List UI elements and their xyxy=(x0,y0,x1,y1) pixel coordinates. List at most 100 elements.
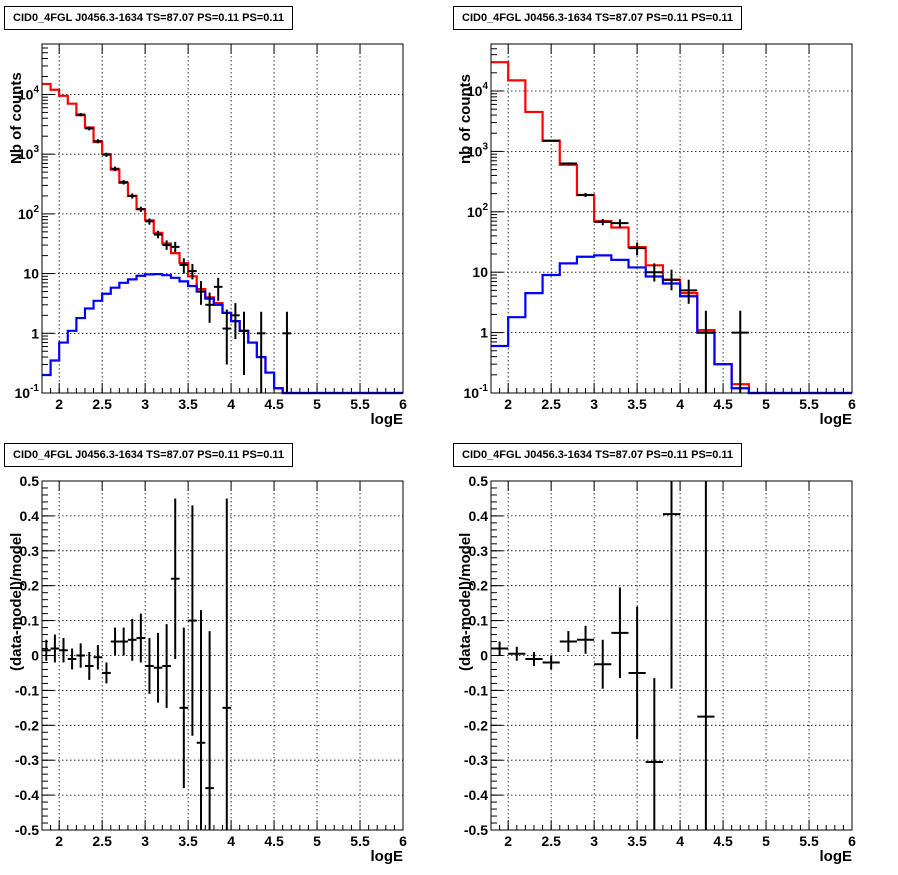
x-tick-label: 2 xyxy=(504,833,512,849)
y-tick-label: 0.2 xyxy=(20,578,40,594)
grid xyxy=(42,481,403,830)
plot-frame xyxy=(490,480,853,831)
x-tick-label: 3 xyxy=(141,833,149,849)
y-tick-label: -0.1 xyxy=(15,682,39,698)
x-tick-label: 3.5 xyxy=(627,833,647,849)
x-tick-label: 2.5 xyxy=(541,833,561,849)
y-tick-label: -0.3 xyxy=(15,752,39,768)
model-total-line xyxy=(491,61,852,395)
x-tick-label: 4 xyxy=(227,396,235,412)
x-tick-label: 2.5 xyxy=(541,396,561,412)
y-tick-label: 0.3 xyxy=(469,543,489,559)
y-axis-label: (data-model)/model xyxy=(8,532,25,671)
y-tick-label: 104 xyxy=(467,81,489,99)
y-axis-label: (data-model)/model xyxy=(457,532,474,671)
y-tick-label: -0.5 xyxy=(15,822,39,838)
y-tick-label: -0.3 xyxy=(464,752,488,768)
y-tick-label: 1 xyxy=(31,325,39,341)
chart-title: CID0_4FGL J0456.3-1634 TS=87.07 PS=0.11 … xyxy=(4,443,294,467)
y-tick-label: -0.1 xyxy=(464,682,488,698)
y-tick-label: -0.4 xyxy=(15,787,39,803)
y-tick-label: -0.2 xyxy=(15,717,39,733)
chart-panel-bottom-left: CID0_4FGL J0456.3-1634 TS=87.07 PS=0.11 … xyxy=(0,437,449,874)
x-tick-label: 3.5 xyxy=(178,833,198,849)
x-tick-label: 4 xyxy=(676,396,684,412)
model-total-line xyxy=(42,82,403,395)
plot-svg: 2 2.5 3 3.5 4 4.5 5 5.5 6 10-1 1 10 102 103 104 xyxy=(464,43,856,412)
y-tick-label: 0.5 xyxy=(469,473,489,489)
x-tick-label: 4.5 xyxy=(713,396,733,412)
x-axis-label: logE xyxy=(819,411,853,428)
x-tick-label: 5 xyxy=(313,396,321,412)
y-tick-label: 0.2 xyxy=(469,578,489,594)
y-tick-label: 1 xyxy=(480,325,488,341)
x-tick-label: 4 xyxy=(676,833,684,849)
data-points xyxy=(76,112,292,393)
plot-frame xyxy=(41,480,404,831)
y-tick-label: 0.1 xyxy=(20,613,40,629)
data-points xyxy=(542,139,749,393)
y-tick-label: 0.4 xyxy=(469,508,489,524)
plot-svg: 2 2.5 3 3.5 4 4.5 5 5.5 6 -0.5 -0.4 -0.3 -0.2 -0.1 0 0.… xyxy=(464,473,856,849)
x-tick-label: 5.5 xyxy=(350,833,370,849)
chart-panel-top-right: CID0_4FGL J0456.3-1634 TS=87.07 PS=0.11 … xyxy=(449,0,898,437)
x-tick-label: 5 xyxy=(313,833,321,849)
plot-svg: 2 2.5 3 3.5 4 4.5 5 5.5 6 10-1 1 10 102 103 104 xyxy=(15,43,407,412)
x-tick-label: 3.5 xyxy=(178,396,198,412)
plot-frame xyxy=(41,43,404,394)
y-tick-label: 10 xyxy=(472,264,488,280)
x-tick-label: 3 xyxy=(141,396,149,412)
grid xyxy=(491,44,852,393)
y-tick-label: 0 xyxy=(31,648,39,664)
y-tick-label: -0.5 xyxy=(464,822,488,838)
x-tick-label: 6 xyxy=(848,396,856,412)
plot-frame xyxy=(490,43,853,394)
x-axis-label: logE xyxy=(370,411,404,428)
x-tick-label: 5.5 xyxy=(799,833,819,849)
y-tick-label: -0.2 xyxy=(464,717,488,733)
x-tick-label: 4.5 xyxy=(264,396,284,412)
y-tick-label: 102 xyxy=(467,202,489,220)
x-tick-label: 6 xyxy=(399,833,407,849)
residual-points xyxy=(491,481,715,830)
y-tick-label: 103 xyxy=(18,144,40,162)
x-tick-label: 5 xyxy=(762,396,770,412)
y-tick-label: 104 xyxy=(18,84,40,102)
x-tick-label: 6 xyxy=(848,833,856,849)
x-tick-label: 5.5 xyxy=(799,396,819,412)
y-axis-label: Nb of counts xyxy=(8,72,25,164)
x-tick-label: 2.5 xyxy=(92,396,112,412)
x-tick-label: 5.5 xyxy=(350,396,370,412)
y-tick-label: 0 xyxy=(480,648,488,664)
y-tick-label: 0.3 xyxy=(20,543,40,559)
y-tick-label: 103 xyxy=(467,141,489,159)
y-tick-label: 10 xyxy=(23,266,39,282)
x-tick-label: 3 xyxy=(590,833,598,849)
x-tick-label: 4.5 xyxy=(713,833,733,849)
y-tick-label: 0.5 xyxy=(20,473,40,489)
x-tick-label: 4 xyxy=(227,833,235,849)
y-axis-label: nb of counts xyxy=(457,74,474,164)
residual-points xyxy=(42,498,232,830)
x-tick-label: 2 xyxy=(504,396,512,412)
y-tick-label: 10-1 xyxy=(464,383,489,401)
chart-title: CID0_4FGL J0456.3-1634 TS=87.07 PS=0.11 … xyxy=(4,6,294,30)
x-tick-label: 3.5 xyxy=(627,396,647,412)
y-tick-label: 0.4 xyxy=(20,508,40,524)
y-tick-label: 10-1 xyxy=(15,383,40,401)
chart-title: CID0_4FGL J0456.3-1634 TS=87.07 PS=0.11 … xyxy=(453,443,743,467)
x-tick-label: 2.5 xyxy=(92,833,112,849)
chart-panel-top-left: CID0_4FGL J0456.3-1634 TS=87.07 PS=0.11 … xyxy=(0,0,449,437)
x-tick-label: 6 xyxy=(399,396,407,412)
x-tick-label: 2 xyxy=(55,833,63,849)
y-tick-label: 0.1 xyxy=(469,613,489,629)
y-tick-label: 102 xyxy=(18,204,40,222)
plot-svg: 2 2.5 3 3.5 4 4.5 5 5.5 6 -0.5 -0.4 -0.3 -0.2 -0.1 0 0.… xyxy=(15,473,407,849)
x-tick-label: 5 xyxy=(762,833,770,849)
x-axis-label: logE xyxy=(819,848,853,865)
x-axis-label: logE xyxy=(370,848,404,865)
x-tick-label: 2 xyxy=(55,396,63,412)
x-tick-label: 4.5 xyxy=(264,833,284,849)
y-tick-label: -0.4 xyxy=(464,787,488,803)
grid xyxy=(42,44,403,393)
